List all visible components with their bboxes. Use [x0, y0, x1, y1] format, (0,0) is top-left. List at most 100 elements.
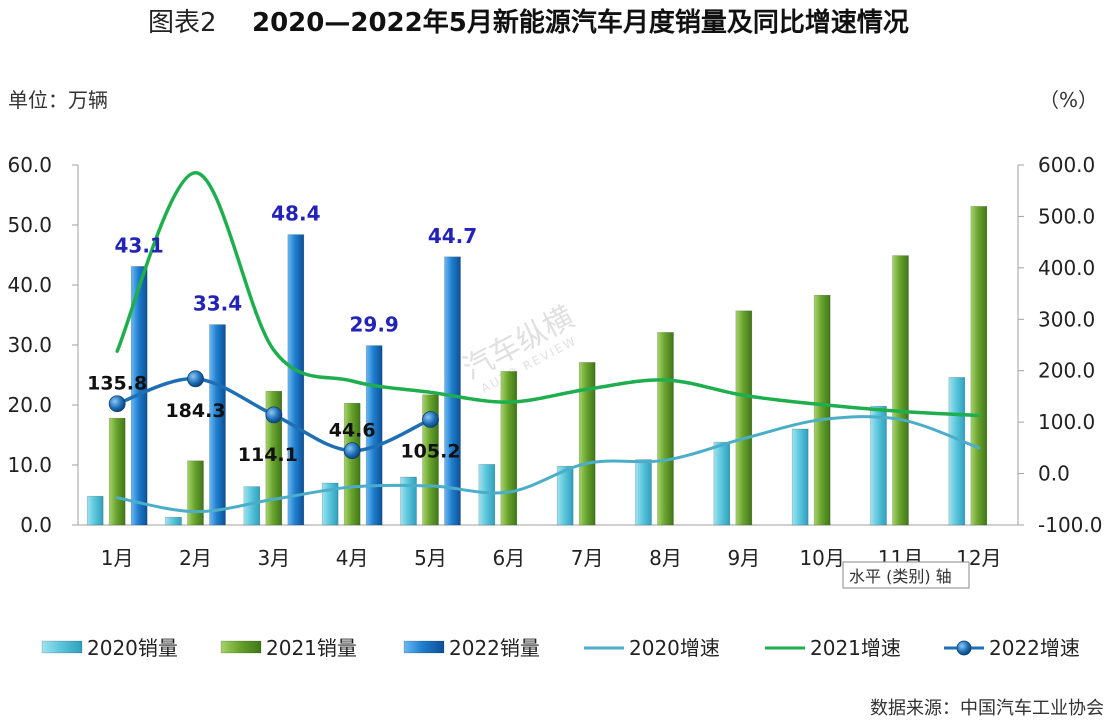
bar-2020-sales — [478, 464, 496, 526]
bar-2022-sales-label: 33.4 — [193, 292, 242, 316]
legend-2020-sales-label: 2020销量 — [87, 636, 178, 660]
bar-2020-sales — [321, 482, 339, 526]
bar-2021-sales — [578, 362, 596, 526]
bar-2020-sales — [165, 516, 182, 526]
chart-title: 图表2 2020—2022年5月新能源汽车月度销量及同比增速情况 — [148, 7, 909, 38]
legend: 2020销量 2021销量 2022销量 2020增速 2021增速 2022增速 — [41, 636, 1080, 660]
right-axis-tick-label: 400.0 — [1038, 256, 1095, 280]
bar-2022-sales-label: 48.4 — [271, 202, 320, 226]
bar-2022-sales — [287, 234, 305, 526]
x-axis-category-label: 1月 — [101, 546, 134, 570]
x-axis-category-label: 4月 — [336, 546, 369, 570]
left-axis-tick-label: 40.0 — [7, 273, 52, 297]
legend-2022-growth-label: 2022增速 — [989, 636, 1080, 660]
bar-2022-sales-label: 29.9 — [349, 313, 398, 337]
marker-2022-growth — [187, 370, 204, 388]
x-axis-category-label: 8月 — [649, 546, 682, 570]
marker-2022-growth — [422, 411, 439, 428]
bar-2020-sales — [791, 428, 809, 526]
line-2022-growth-label: 105.2 — [400, 440, 460, 462]
bar-2021-sales — [343, 402, 361, 526]
bar-2022-sales-label: 43.1 — [114, 233, 163, 257]
bar-2020-sales — [400, 476, 417, 526]
line-series-group — [108, 170, 981, 514]
left-axis-tick-label: 30.0 — [7, 333, 52, 357]
line-2022-growth-label: 44.6 — [329, 420, 376, 442]
data-labels-group: 43.1 33.4 48.4 29.9 44.7 135.8 184.3 114.1 44.6 1… — [87, 202, 477, 466]
x-axis-category-label: 5月 — [414, 546, 447, 570]
title-main: 2020—2022年5月新能源汽车月度销量及同比增速情况 — [252, 7, 909, 38]
watermark: 汽车纵横 AUTO REVIEW — [457, 300, 579, 396]
bar-2021-sales — [657, 332, 674, 526]
axes: 0.0 10.0 20.0 30.0 40.0 50.0 60.0 -100.0 0.0 100.… — [7, 153, 1102, 570]
legend-2021-sales-label: 2021销量 — [266, 636, 357, 660]
bar-2022-sales — [365, 345, 383, 526]
bar-2022-sales-label: 44.7 — [428, 224, 477, 248]
left-axis-tick-label: 0.0 — [20, 513, 52, 537]
legend-2020-growth-label: 2020增速 — [629, 636, 720, 660]
bar-2020-sales — [948, 377, 966, 526]
bar-2021-sales — [422, 394, 439, 526]
bar-2021-sales — [970, 206, 988, 526]
legend-2022-growth-marker — [956, 640, 972, 656]
line-2020-growth — [115, 415, 981, 514]
marker-2022-growth — [108, 395, 126, 413]
bar-2022-sales — [444, 256, 461, 526]
x-axis-category-label: 10月 — [799, 546, 844, 570]
legend-2021-growth-label: 2021增速 — [810, 636, 901, 660]
axis-tooltip-box — [842, 561, 970, 589]
bar-2021-sales — [735, 310, 753, 526]
x-axis-category-label: 7月 — [571, 546, 604, 570]
bar-2022-sales — [209, 324, 226, 526]
bar-2021-sales — [813, 294, 831, 526]
legend-2020-sales-swatch — [41, 640, 83, 654]
bar-2021-sales — [892, 255, 909, 526]
left-axis-tick-label: 10.0 — [7, 453, 52, 477]
marker-2022-growth — [265, 406, 283, 424]
bar-2021-sales — [108, 417, 126, 526]
legend-2021-growth: 2021增速 — [765, 636, 901, 660]
x-axis-category-label: 2月 — [179, 546, 212, 570]
data-source: 数据来源：中国汽车工业协会 — [870, 698, 1104, 719]
legend-2022-sales-swatch — [403, 640, 445, 654]
right-axis-tick-label: -100.0 — [1038, 513, 1102, 537]
legend-2020-sales: 2020销量 — [41, 636, 178, 660]
legend-2020-growth: 2020增速 — [584, 636, 720, 660]
legend-2022-sales: 2022销量 — [403, 636, 540, 660]
right-axis-tick-label: 200.0 — [1038, 359, 1095, 383]
axis-tooltip-text: 水平 (类别) 轴 — [849, 567, 952, 586]
bar-2021-sales — [265, 390, 283, 526]
bar-2020-sales — [870, 405, 887, 526]
bar-series-group — [86, 206, 988, 526]
x-axis-category-label: 3月 — [257, 546, 290, 570]
line-2022-growth-label: 135.8 — [87, 373, 147, 395]
legend-2021-sales: 2021销量 — [220, 636, 357, 660]
right-axis-unit: （%） — [1039, 88, 1098, 112]
title-prefix: 图表2 — [148, 8, 217, 38]
bar-2020-sales — [556, 465, 574, 526]
line-2021-growth — [115, 170, 981, 418]
line-2022-growth-label: 184.3 — [165, 400, 225, 422]
marker-2022-growth — [343, 442, 361, 460]
x-axis-category-label: 6月 — [492, 546, 525, 570]
left-axis-tick-label: 20.0 — [7, 393, 52, 417]
legend-2022-sales-label: 2022销量 — [449, 636, 540, 660]
right-axis-tick-label: 0.0 — [1038, 462, 1070, 486]
right-axis-tick-label: 100.0 — [1038, 410, 1095, 434]
left-axis-unit: 单位：万辆 — [8, 88, 108, 112]
line-2022-growth-label: 114.1 — [238, 444, 298, 466]
bar-2021-sales — [187, 460, 204, 526]
bar-2020-sales — [635, 459, 652, 526]
bar-2020-sales — [713, 441, 731, 526]
legend-2021-sales-swatch — [220, 640, 262, 654]
bar-2021-sales — [500, 371, 518, 526]
right-axis-tick-label: 300.0 — [1038, 307, 1095, 331]
axis-tooltip: 水平 (类别) 轴 — [842, 561, 970, 589]
legend-2022-growth: 2022增速 — [944, 636, 1080, 660]
x-axis-category-label: 9月 — [727, 546, 760, 570]
right-axis-tick-label: 600.0 — [1038, 153, 1095, 177]
left-axis-tick-label: 60.0 — [7, 153, 52, 177]
bar-2020-sales — [86, 495, 104, 526]
left-axis-tick-label: 50.0 — [7, 213, 52, 237]
